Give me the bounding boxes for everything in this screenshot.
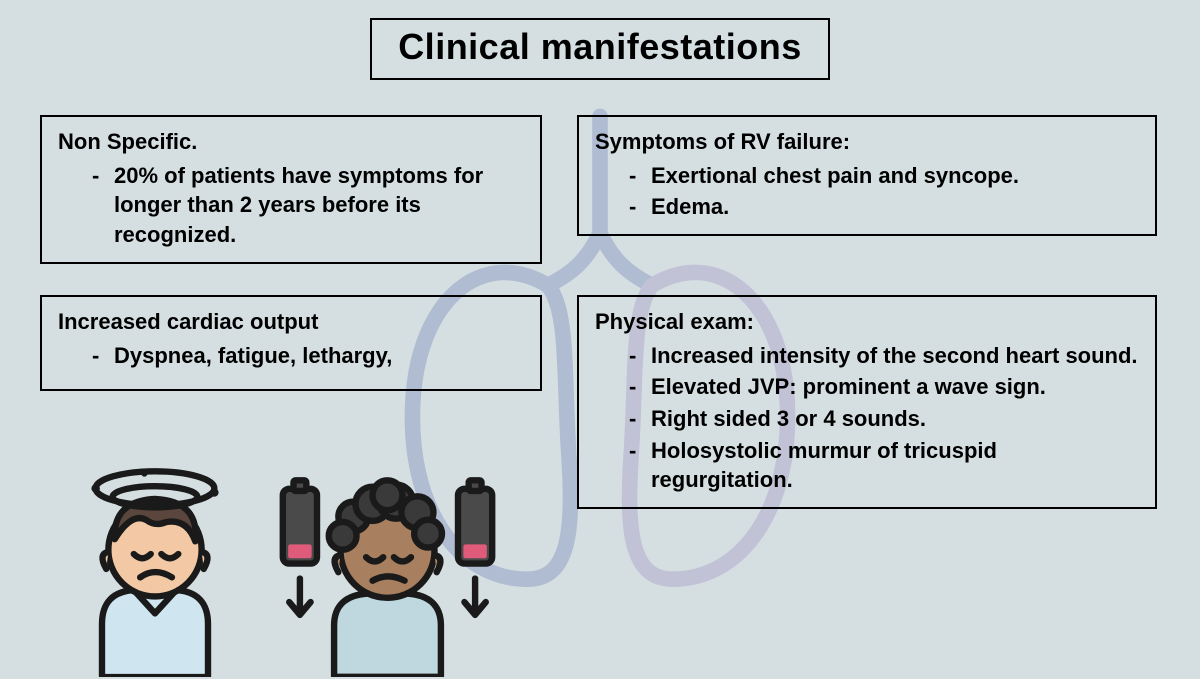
card-heading: Physical exam: <box>595 307 1139 337</box>
fatigued-person-low-battery-icon <box>270 463 505 677</box>
list-item: Increased intensity of the second heart … <box>629 341 1139 371</box>
card-list: Increased intensity of the second heart … <box>595 341 1139 495</box>
list-item: Exertional chest pain and syncope. <box>629 161 1139 191</box>
list-item: Edema. <box>629 192 1139 222</box>
list-item: Dyspnea, fatigue, lethargy, <box>92 341 524 371</box>
page-title: Clinical manifestations <box>370 18 830 80</box>
dizzy-person-icon <box>70 465 240 677</box>
list-item: 20% of patients have symptoms for longer… <box>92 161 524 250</box>
page-title-text: Clinical manifestations <box>398 26 802 67</box>
card-heading: Increased cardiac output <box>58 307 524 337</box>
card-non-specific: Non Specific. 20% of patients have sympt… <box>40 115 542 264</box>
card-cardiac-output: Increased cardiac output Dyspnea, fatigu… <box>40 295 542 391</box>
card-rv-failure: Symptoms of RV failure: Exertional chest… <box>577 115 1157 236</box>
card-physical-exam: Physical exam: Increased intensity of th… <box>577 295 1157 509</box>
card-list: Exertional chest pain and syncope. Edema… <box>595 161 1139 222</box>
list-item: Holosystolic murmur of tricuspid regurgi… <box>629 436 1139 495</box>
card-heading: Non Specific. <box>58 127 524 157</box>
list-item: Right sided 3 or 4 sounds. <box>629 404 1139 434</box>
card-list: 20% of patients have symptoms for longer… <box>58 161 524 250</box>
card-heading: Symptoms of RV failure: <box>595 127 1139 157</box>
illustration-group <box>70 451 530 671</box>
list-item: Elevated JVP: prominent a wave sign. <box>629 372 1139 402</box>
card-list: Dyspnea, fatigue, lethargy, <box>58 341 524 371</box>
